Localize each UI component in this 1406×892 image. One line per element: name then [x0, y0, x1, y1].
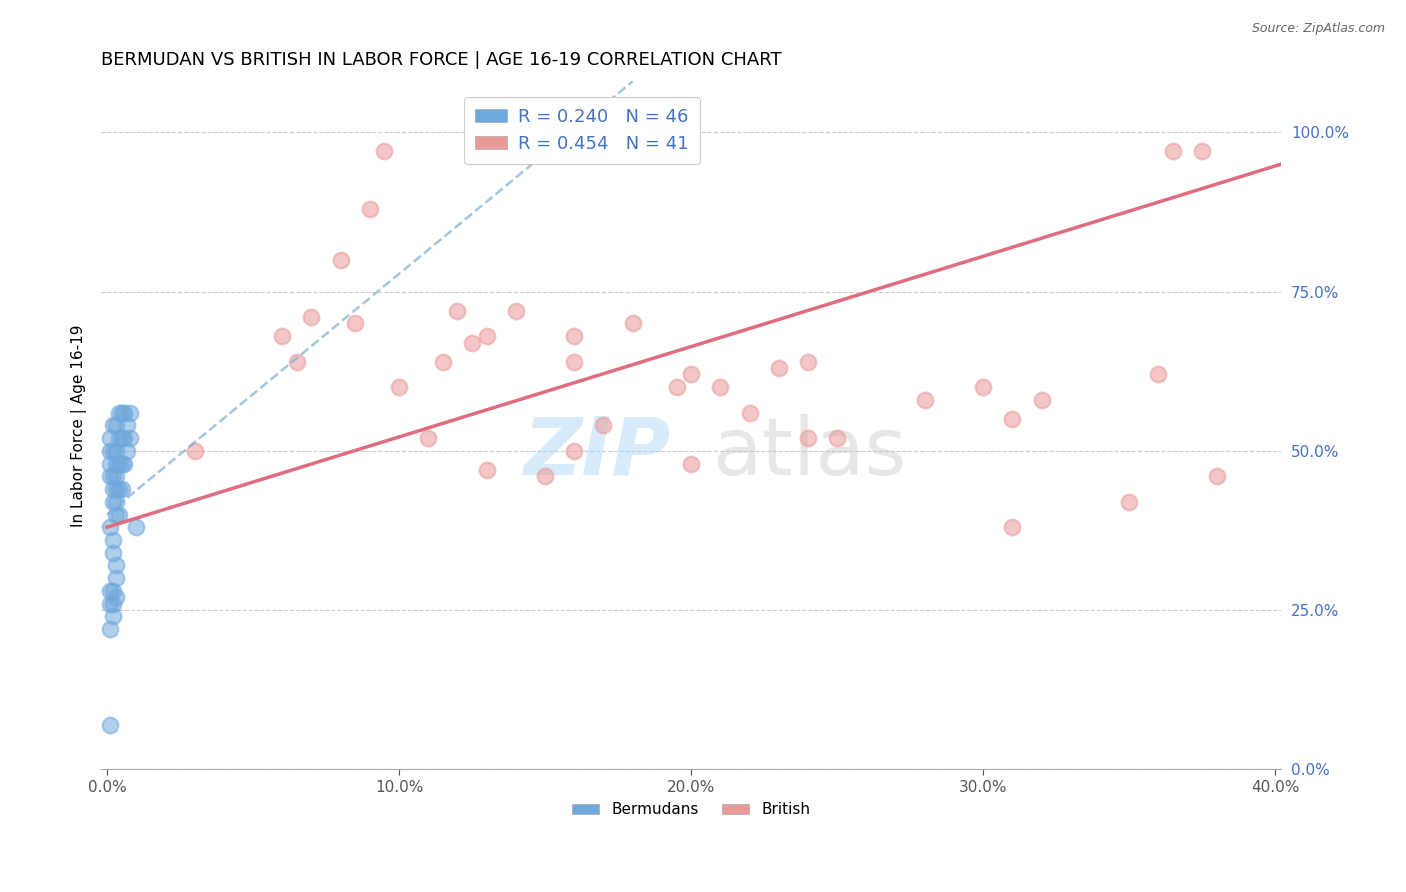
Point: [825, 431, 848, 445]
Point: [101, 597, 124, 611]
Point: [101, 583, 124, 598]
Point: [101, 546, 124, 560]
Point: [114, 457, 136, 471]
Point: [738, 406, 761, 420]
Point: [104, 418, 127, 433]
Point: [104, 508, 127, 522]
Point: [562, 443, 585, 458]
Point: [972, 380, 994, 394]
Point: [104, 558, 127, 573]
Point: [101, 443, 124, 458]
Point: [446, 303, 468, 318]
Point: [98, 622, 121, 636]
Point: [104, 482, 127, 496]
Point: [1147, 368, 1170, 382]
Point: [1161, 145, 1184, 159]
Point: [534, 469, 557, 483]
Point: [110, 482, 132, 496]
Point: [104, 591, 127, 605]
Point: [101, 533, 124, 547]
Point: [120, 431, 142, 445]
Point: [104, 457, 127, 471]
Point: [104, 469, 127, 483]
Point: [101, 482, 124, 496]
Point: [98, 717, 121, 731]
Point: [388, 380, 411, 394]
Point: [914, 392, 936, 407]
Point: [373, 145, 395, 159]
Point: [117, 418, 139, 433]
Point: [101, 469, 124, 483]
Y-axis label: In Labor Force | Age 16-19: In Labor Force | Age 16-19: [72, 324, 87, 526]
Point: [117, 443, 139, 458]
Point: [1031, 392, 1053, 407]
Point: [98, 443, 121, 458]
Point: [107, 431, 129, 445]
Point: [98, 469, 121, 483]
Point: [101, 495, 124, 509]
Point: [681, 457, 703, 471]
Point: [344, 317, 367, 331]
Point: [107, 457, 129, 471]
Point: [418, 431, 440, 445]
Text: atlas: atlas: [711, 414, 907, 491]
Point: [104, 443, 127, 458]
Point: [114, 431, 136, 445]
Point: [285, 354, 308, 368]
Point: [329, 252, 352, 267]
Point: [101, 609, 124, 624]
Point: [359, 202, 381, 216]
Text: ZIP: ZIP: [523, 414, 671, 491]
Point: [110, 406, 132, 420]
Point: [665, 380, 688, 394]
Text: Source: ZipAtlas.com: Source: ZipAtlas.com: [1251, 22, 1385, 36]
Point: [104, 571, 127, 585]
Point: [299, 310, 322, 324]
Legend: Bermudans, British: Bermudans, British: [565, 797, 817, 823]
Text: BERMUDAN VS BRITISH IN LABOR FORCE | AGE 16-19 CORRELATION CHART: BERMUDAN VS BRITISH IN LABOR FORCE | AGE…: [101, 51, 782, 69]
Point: [475, 329, 498, 343]
Point: [768, 361, 790, 376]
Point: [562, 354, 585, 368]
Point: [681, 368, 703, 382]
Point: [98, 431, 121, 445]
Point: [461, 335, 484, 350]
Point: [110, 431, 132, 445]
Point: [125, 520, 148, 534]
Point: [505, 303, 527, 318]
Point: [797, 431, 820, 445]
Point: [1205, 469, 1227, 483]
Point: [432, 354, 454, 368]
Point: [592, 418, 614, 433]
Point: [562, 329, 585, 343]
Point: [110, 457, 132, 471]
Point: [1001, 520, 1024, 534]
Point: [98, 597, 121, 611]
Point: [98, 583, 121, 598]
Point: [107, 482, 129, 496]
Point: [107, 406, 129, 420]
Point: [271, 329, 294, 343]
Point: [475, 463, 498, 477]
Point: [797, 354, 820, 368]
Point: [1001, 412, 1024, 426]
Point: [101, 418, 124, 433]
Point: [98, 520, 121, 534]
Point: [709, 380, 731, 394]
Point: [183, 443, 205, 458]
Point: [98, 457, 121, 471]
Point: [114, 406, 136, 420]
Point: [107, 508, 129, 522]
Point: [120, 406, 142, 420]
Point: [1191, 145, 1213, 159]
Point: [621, 317, 644, 331]
Point: [1118, 495, 1140, 509]
Point: [104, 495, 127, 509]
